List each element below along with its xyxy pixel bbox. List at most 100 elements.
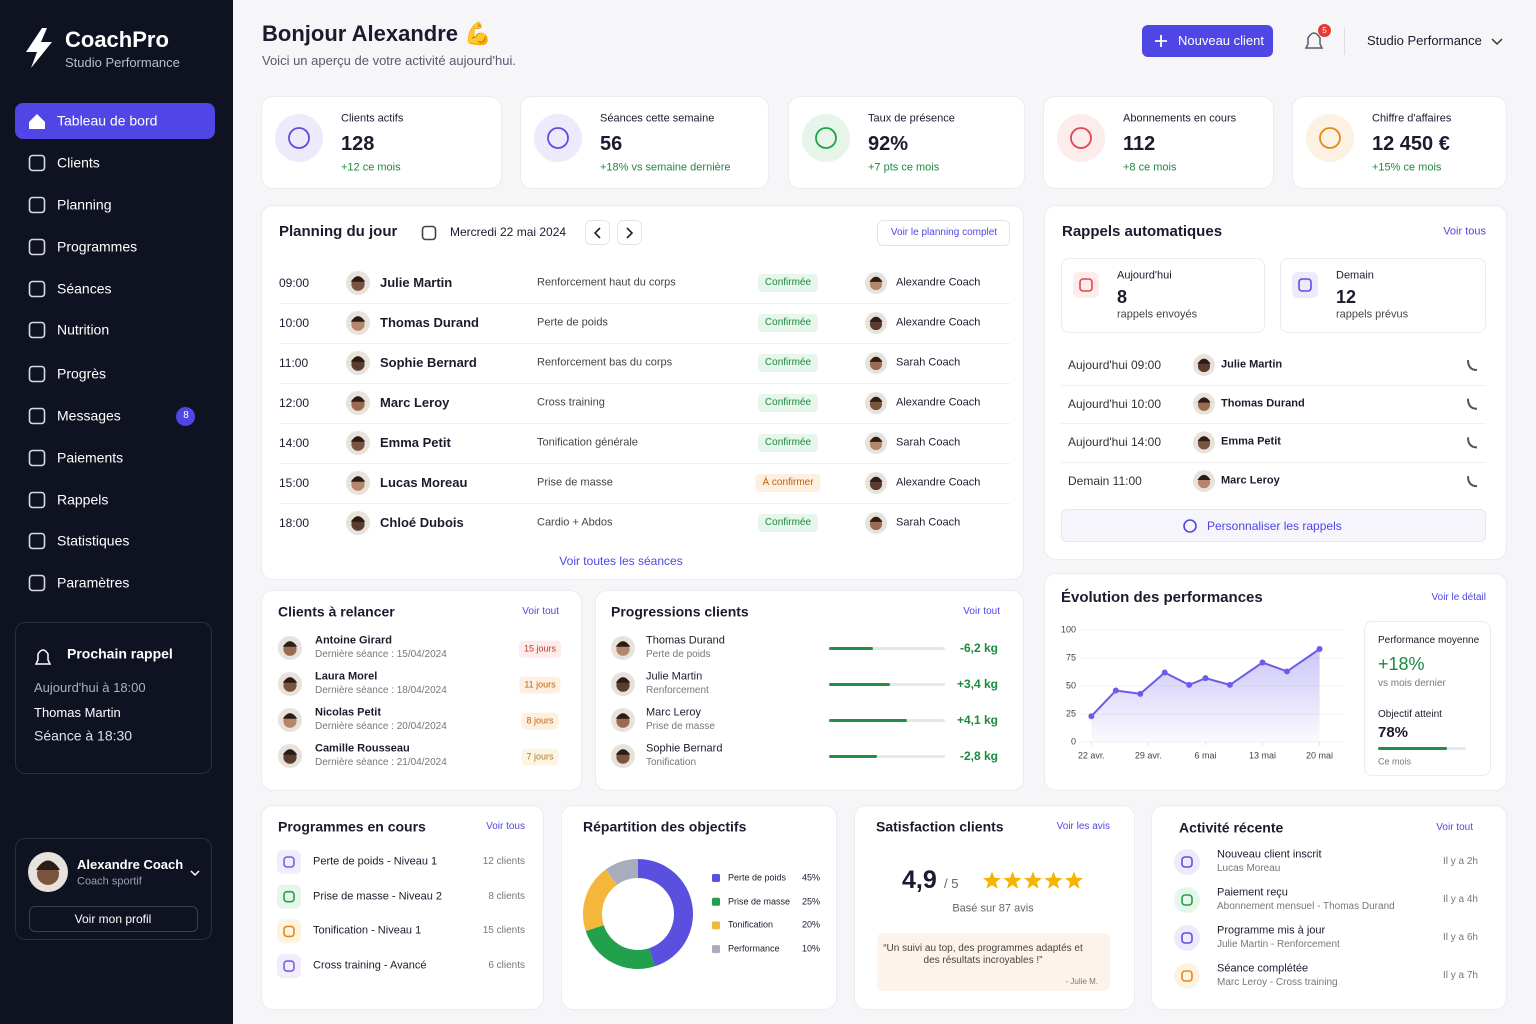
nav-badge	[176, 407, 195, 426]
profile-name: Alexandre Coach	[77, 857, 184, 873]
progress-track	[829, 755, 945, 758]
customize-label[interactable]: Personnaliser les rappels	[1207, 518, 1342, 533]
row-separator	[1061, 423, 1486, 425]
legend-label: Perte de poids	[728, 872, 787, 883]
y-tick-label: 75	[1065, 652, 1076, 663]
profile-button-label[interactable]: Voir mon profil	[74, 911, 152, 926]
session-type: Renforcement haut du corps	[537, 276, 676, 289]
nav-item[interactable]: Planning	[57, 196, 112, 213]
x-tick-label: 13 mai	[1248, 750, 1277, 761]
client-name: Camille Rousseau	[315, 742, 410, 755]
activity-card	[1151, 805, 1507, 1010]
session-time: 09:00	[279, 275, 310, 290]
prev-button[interactable]	[585, 220, 610, 245]
card-title: Répartition des objectifs	[583, 818, 747, 835]
legend-label: Prise de masse	[728, 896, 791, 907]
progress-fill	[829, 647, 874, 650]
status-badge: À confirmer	[755, 474, 821, 492]
client-name: Sophie Bernard	[646, 742, 723, 755]
session-time: 10:00	[279, 315, 310, 330]
kpi-delta: +15% ce mois	[1372, 161, 1442, 174]
kpi-value: 112	[1123, 133, 1156, 155]
card-link[interactable]: Voir tout	[522, 606, 559, 617]
nav-item[interactable]: Programmes	[57, 238, 138, 255]
row-separator	[279, 463, 1010, 464]
customize-button[interactable]	[1061, 509, 1486, 542]
reminder-stat	[1280, 258, 1486, 333]
planning-link[interactable]	[877, 220, 1010, 246]
goal-fill	[1378, 747, 1447, 750]
kpi-delta: +7 pts ce mois	[868, 161, 940, 174]
nav-item[interactable]: Séances	[57, 280, 112, 297]
studio-name[interactable]: Studio Performance	[1367, 33, 1482, 49]
client-name: Emma Petit	[380, 435, 451, 451]
nav-item[interactable]: Tableau de bord	[57, 112, 158, 129]
kpi-label: Séances cette semaine	[600, 112, 715, 125]
progressions-card	[595, 590, 1024, 791]
coach-name: Alexandre Coach	[896, 396, 981, 409]
session-time: 15:00	[279, 475, 310, 490]
profile-button[interactable]	[29, 906, 198, 932]
card-link[interactable]: Voir les avis	[1056, 821, 1110, 832]
y-tick-label: 50	[1065, 680, 1076, 691]
session-type: Cardio + Abdos	[537, 516, 613, 529]
activity-title: Séance complétée	[1217, 962, 1309, 975]
y-tick-label: 0	[1070, 736, 1076, 747]
x-tick-label: 22 avr.	[1077, 750, 1105, 761]
quote-author: - Julie M.	[1065, 977, 1098, 987]
nav-item[interactable]: Rappels	[57, 491, 109, 508]
nav-item[interactable]: Paramètres	[57, 574, 130, 591]
card-link[interactable]: Voir tous	[1443, 225, 1486, 238]
activity-detail: Marc Leroy - Cross training	[1217, 977, 1338, 988]
reminders-card	[1044, 205, 1507, 560]
activity-time: Il y a 4h	[1442, 894, 1478, 905]
client-name: Julie Martin	[646, 670, 703, 683]
reminder-when: Aujourd'hui 10:00	[1068, 396, 1162, 411]
coach-name: Alexandre Coach	[896, 316, 981, 329]
nav-item[interactable]: Messages	[57, 407, 121, 424]
progress-fill	[829, 719, 907, 722]
planning-card	[261, 205, 1024, 580]
card-link[interactable]: Voir tout	[963, 606, 1000, 617]
last-session: Dernière séance : 18/04/2024	[315, 685, 447, 696]
client-name: Marc Leroy	[380, 395, 450, 411]
client-name: Sophie Bernard	[380, 355, 477, 371]
x-tick-label: 29 avr.	[1134, 750, 1162, 761]
card-link[interactable]: Voir tout	[1436, 822, 1473, 833]
nav-item[interactable]: Statistiques	[57, 532, 130, 549]
score-scale: / 5	[944, 876, 959, 892]
nav-item[interactable]: Clients	[57, 154, 100, 171]
planning-link-label[interactable]: Voir le planning complet	[890, 227, 998, 238]
weight-change: -6,2 kg	[959, 640, 998, 655]
progress-track	[829, 647, 945, 650]
card-link[interactable]: Voir le détail	[1431, 592, 1486, 603]
reminder-session: Séance à 18:30	[34, 727, 133, 744]
nav-item[interactable]: Nutrition	[57, 321, 110, 338]
nav-active[interactable]	[15, 103, 215, 139]
y-tick-label: 25	[1065, 708, 1076, 719]
weight-change: +4,1 kg	[956, 712, 998, 727]
kpi-label: Abonnements en cours	[1123, 112, 1237, 125]
reminder-when: Demain 11:00	[1068, 473, 1142, 488]
greeting: Bonjour Alexandre 💪	[262, 20, 492, 46]
last-session: Dernière séance : 20/04/2024	[315, 721, 447, 732]
progress-fill	[829, 683, 891, 686]
days-badge: 15 jours	[518, 640, 562, 658]
nav-item[interactable]: Progrès	[57, 365, 107, 382]
summary-box	[1364, 621, 1491, 776]
next-button[interactable]	[617, 220, 642, 245]
activity-detail: Lucas Moreau	[1217, 863, 1281, 874]
new-client-label[interactable]: Nouveau client	[1178, 33, 1264, 49]
card-title: Programmes en cours	[278, 818, 426, 835]
reminder-when: Aujourd'hui à 18:00	[34, 680, 146, 696]
nav-item[interactable]: Paiements	[57, 449, 124, 466]
client-name: Lucas Moreau	[380, 475, 468, 491]
session-type: Cross training	[537, 396, 605, 409]
program-clients: 12 clients	[482, 856, 525, 867]
reminder-stat-note: rappels prévus	[1336, 308, 1409, 321]
client-name: Thomas Durand	[646, 634, 725, 647]
reminder-stat-count: 12	[1336, 287, 1357, 308]
card-link[interactable]: Voir tous	[486, 821, 525, 832]
planning-footer-link[interactable]: Voir toutes les séances	[559, 553, 683, 568]
